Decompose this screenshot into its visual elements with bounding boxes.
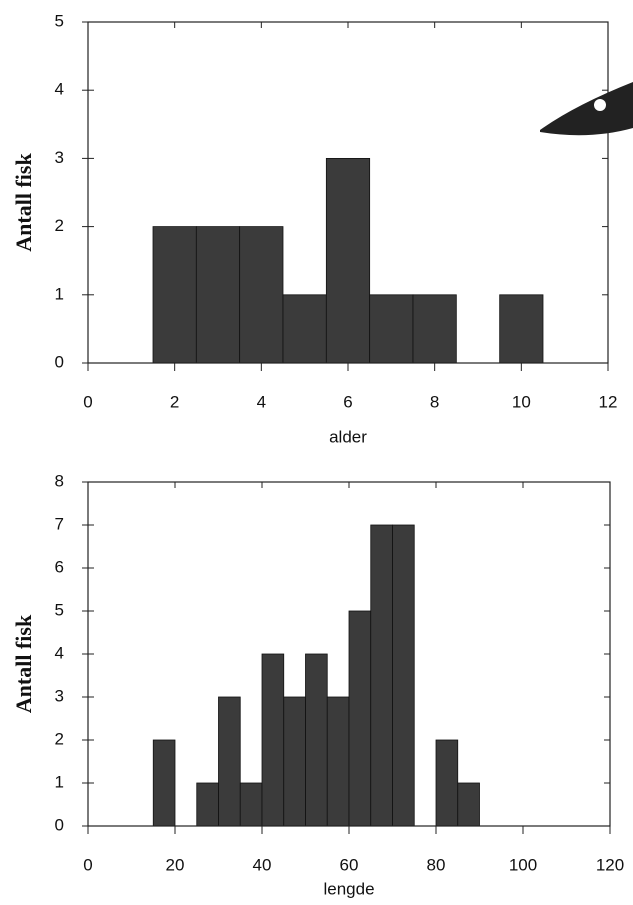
bar (370, 524, 393, 827)
y-tick-label: 2 (55, 729, 64, 748)
y-tick-label: 0 (55, 815, 64, 834)
bar (457, 782, 480, 827)
bar (369, 294, 414, 364)
bar (282, 294, 327, 364)
x-tick-label: 0 (83, 855, 92, 874)
x-tick-label: 80 (427, 855, 446, 874)
y-tick-label: 6 (55, 557, 64, 576)
bar (435, 739, 459, 827)
bar (152, 739, 176, 827)
y-tick-label: 4 (55, 643, 64, 662)
fish-eye (594, 99, 606, 111)
bar (392, 524, 415, 827)
bar (499, 294, 544, 364)
y-tick-label: 7 (55, 514, 64, 533)
y-axis-title: Antall fisk (11, 614, 36, 713)
bar (218, 696, 241, 827)
bar (305, 653, 328, 827)
x-tick-label: 120 (596, 855, 624, 874)
x-tick-label: 0 (83, 392, 92, 411)
bar (261, 653, 285, 827)
bar (239, 782, 263, 827)
y-tick-label: 2 (55, 216, 64, 235)
x-tick-label: 12 (599, 392, 618, 411)
x-tick-label: 40 (253, 855, 272, 874)
x-tick-label: 60 (340, 855, 359, 874)
bar (283, 696, 306, 827)
bar (196, 782, 219, 827)
x-axis-title: alder (329, 427, 367, 446)
x-tick-label: 2 (170, 392, 179, 411)
x-axis-title: lengde (323, 879, 374, 898)
y-tick-label: 1 (55, 772, 64, 791)
x-tick-label: 100 (509, 855, 537, 874)
bar (239, 226, 284, 364)
fish-illustration (540, 82, 633, 136)
bar (412, 294, 457, 364)
y-tick-label: 8 (55, 471, 64, 490)
x-tick-label: 20 (166, 855, 185, 874)
y-tick-label: 4 (55, 80, 64, 99)
bar (195, 226, 241, 364)
bar (152, 226, 197, 364)
y-tick-label: 3 (55, 686, 64, 705)
y-axis-title: Antall fisk (11, 153, 36, 252)
bar (326, 696, 350, 827)
y-tick-label: 1 (55, 284, 64, 303)
x-tick-label: 10 (512, 392, 531, 411)
x-tick-label: 8 (430, 392, 439, 411)
y-tick-label: 5 (55, 600, 64, 619)
x-tick-label: 4 (257, 392, 266, 411)
y-tick-label: 3 (55, 148, 64, 167)
y-tick-label: 0 (55, 352, 64, 371)
bar (348, 610, 372, 827)
x-tick-label: 6 (343, 392, 352, 411)
bar (325, 157, 371, 364)
y-tick-label: 5 (55, 11, 64, 30)
